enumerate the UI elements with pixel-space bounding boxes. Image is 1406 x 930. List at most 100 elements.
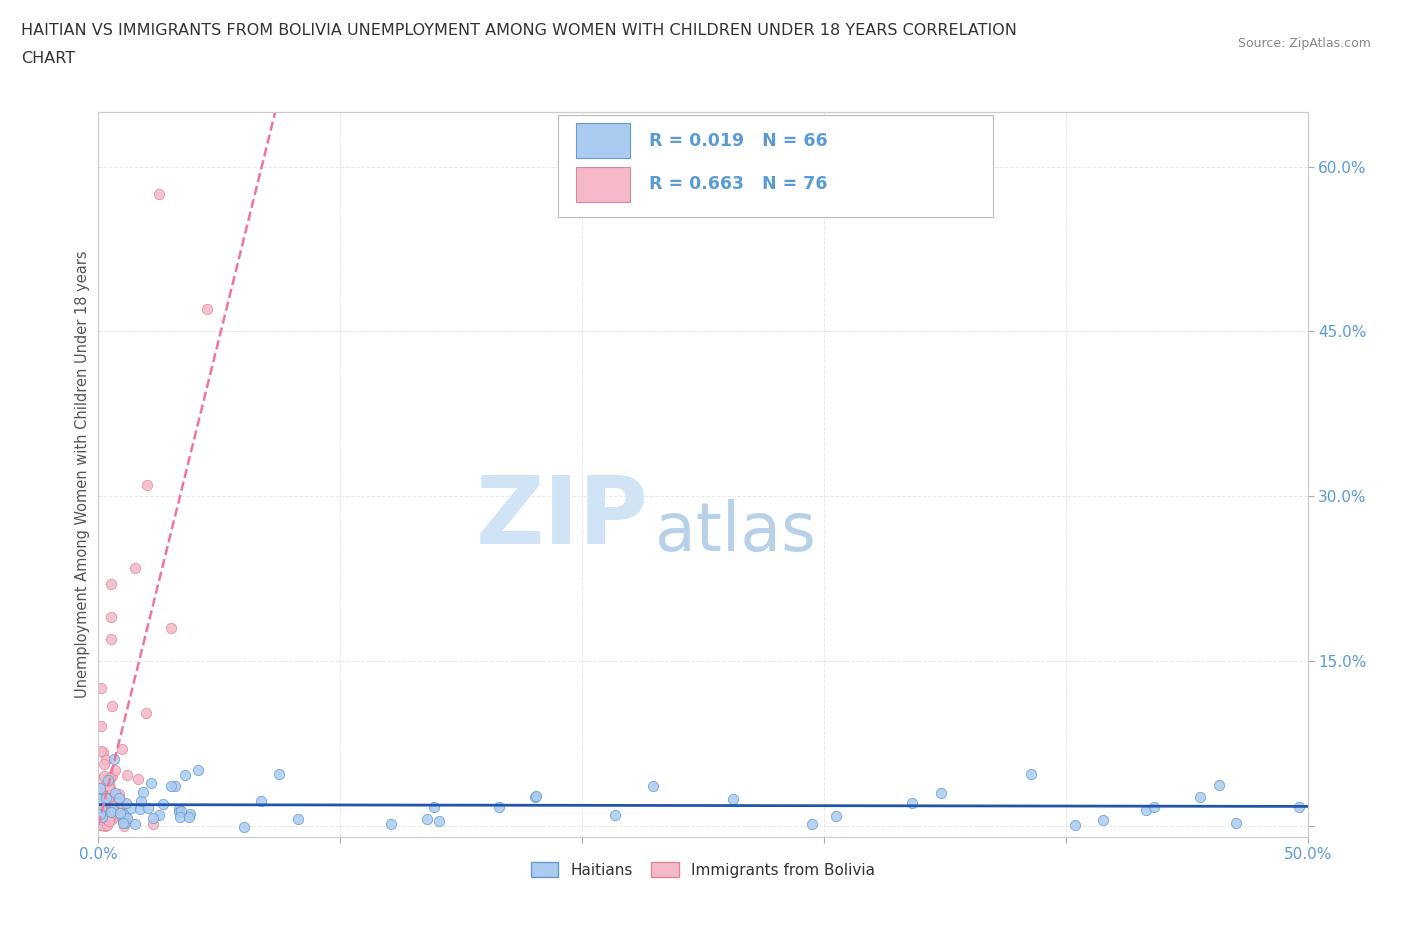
- Point: [89, 792, 111, 807]
- Point: [100, 631, 122, 646]
- Point: [94, 817, 117, 831]
- Point: [90, 792, 112, 807]
- Legend: Haitians, Immigrants from Bolivia: Haitians, Immigrants from Bolivia: [524, 856, 882, 884]
- Point: [94, 809, 117, 824]
- Point: [91, 798, 114, 813]
- Point: [169, 804, 191, 818]
- Point: [112, 807, 135, 822]
- Point: [141, 810, 163, 825]
- Point: [94, 752, 117, 767]
- Point: [136, 801, 159, 816]
- Point: [98, 774, 121, 789]
- Point: [98, 808, 121, 823]
- FancyBboxPatch shape: [576, 166, 630, 202]
- Point: [107, 790, 129, 805]
- Point: [148, 807, 170, 822]
- FancyBboxPatch shape: [576, 123, 630, 158]
- Point: [101, 803, 124, 817]
- Point: [90, 801, 112, 816]
- Point: [90, 802, 112, 817]
- Point: [93, 757, 115, 772]
- Point: [90, 782, 112, 797]
- Point: [96, 817, 118, 832]
- Point: [131, 793, 153, 808]
- Point: [287, 812, 309, 827]
- Point: [165, 779, 187, 794]
- Point: [97, 813, 120, 828]
- Point: [380, 817, 402, 831]
- Point: [93, 807, 115, 822]
- Point: [900, 796, 922, 811]
- Point: [523, 790, 546, 804]
- Point: [97, 778, 120, 793]
- Point: [132, 785, 155, 800]
- Point: [100, 770, 122, 785]
- Point: [91, 804, 114, 819]
- Point: [108, 805, 131, 820]
- Point: [115, 767, 138, 782]
- Point: [148, 187, 170, 202]
- Point: [187, 763, 209, 777]
- Point: [1208, 777, 1230, 792]
- Text: R = 0.019   N = 66: R = 0.019 N = 66: [648, 132, 827, 150]
- Point: [90, 772, 112, 787]
- Point: [141, 776, 163, 790]
- Point: [90, 817, 112, 832]
- Point: [169, 802, 191, 817]
- Point: [90, 817, 112, 832]
- Point: [603, 807, 626, 822]
- Point: [112, 816, 135, 830]
- Point: [101, 788, 124, 803]
- Point: [97, 773, 120, 788]
- Point: [115, 810, 138, 825]
- Point: [100, 577, 122, 591]
- Point: [100, 804, 122, 819]
- Point: [98, 814, 121, 829]
- Point: [91, 744, 114, 759]
- Point: [524, 789, 547, 804]
- Point: [97, 790, 120, 805]
- Point: [97, 790, 120, 805]
- Y-axis label: Unemployment Among Women with Children Under 18 years: Unemployment Among Women with Children U…: [75, 250, 90, 698]
- Point: [108, 786, 131, 801]
- Point: [101, 769, 124, 784]
- Point: [103, 806, 125, 821]
- Point: [1091, 813, 1114, 828]
- Point: [93, 768, 115, 783]
- Point: [195, 302, 218, 317]
- Point: [135, 478, 157, 493]
- Point: [929, 786, 952, 801]
- Point: [90, 743, 112, 758]
- Point: [90, 796, 112, 811]
- Point: [1225, 815, 1247, 830]
- Point: [90, 804, 112, 818]
- Point: [127, 772, 149, 787]
- Text: CHART: CHART: [21, 51, 75, 66]
- Point: [427, 814, 450, 829]
- Point: [93, 818, 115, 833]
- Point: [90, 791, 112, 806]
- Point: [98, 779, 121, 794]
- Point: [112, 818, 135, 833]
- Point: [100, 610, 122, 625]
- Point: [90, 810, 112, 825]
- Point: [97, 793, 120, 808]
- Point: [120, 801, 142, 816]
- Point: [115, 795, 138, 810]
- Point: [89, 807, 111, 822]
- Point: [90, 812, 112, 827]
- Point: [167, 804, 190, 819]
- Point: [90, 817, 112, 832]
- Point: [104, 763, 127, 777]
- Point: [135, 705, 157, 720]
- Point: [269, 766, 291, 781]
- Point: [179, 806, 201, 821]
- Point: [96, 811, 118, 826]
- Point: [89, 781, 111, 796]
- Point: [101, 799, 124, 814]
- Point: [801, 817, 824, 831]
- Point: [111, 795, 134, 810]
- Text: ZIP: ZIP: [475, 472, 648, 564]
- Point: [1142, 800, 1164, 815]
- Text: atlas: atlas: [655, 499, 815, 565]
